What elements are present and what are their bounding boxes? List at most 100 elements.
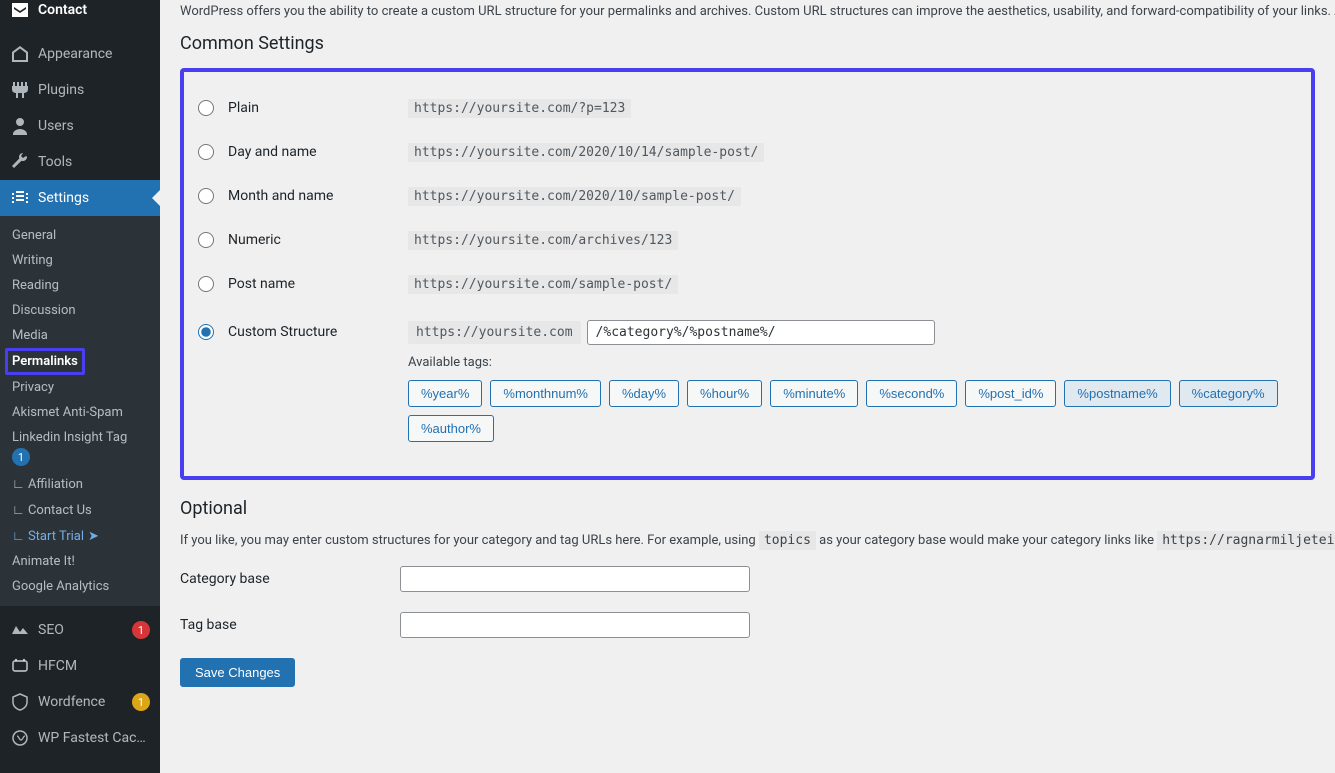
field-label: Category base (180, 571, 400, 587)
sub-item-media[interactable]: Media (0, 323, 160, 348)
radio-input[interactable] (198, 100, 214, 116)
radio-month-name[interactable]: Month and name (198, 188, 398, 204)
menu-item-plugins[interactable]: Plugins (0, 72, 160, 108)
wpfc-icon (10, 728, 30, 748)
menu-label: Appearance (38, 46, 150, 62)
radio-input[interactable] (198, 276, 214, 292)
menu-label: Wordfence (38, 694, 120, 710)
sub-item-reading[interactable]: Reading (0, 273, 160, 298)
menu-item-hfcm[interactable]: HFCM (0, 648, 160, 684)
option-label: Day and name (228, 144, 317, 160)
option-label: Custom Structure (228, 324, 337, 340)
menu-item-tools[interactable]: Tools (0, 144, 160, 180)
category-base-input[interactable] (400, 566, 750, 592)
option-row-numeric: Numeric https://yoursite.com/archives/12… (198, 218, 1297, 262)
menu-label: Contact (38, 2, 150, 18)
sub-item-writing[interactable]: Writing (0, 248, 160, 273)
send-icon: ➤ (88, 529, 99, 544)
tag-button[interactable]: %year% (408, 380, 482, 407)
sub-item-label: Affiliation (28, 477, 83, 492)
option-label: Month and name (228, 188, 333, 204)
tag-base-input[interactable] (400, 612, 750, 638)
sub-item-linkedin[interactable]: Linkedin Insight Tag 1 (0, 425, 160, 471)
contact-icon (10, 0, 30, 20)
custom-structure-input[interactable] (587, 320, 935, 345)
menu-item-settings[interactable]: Settings (0, 180, 160, 216)
tag-button[interactable]: %author% (408, 415, 494, 442)
plugins-icon (10, 80, 30, 100)
sub-item-ga[interactable]: Google Analytics (0, 574, 160, 599)
menu-item-wpfc[interactable]: WP Fastest Cache (0, 720, 160, 756)
intro-text: WordPress offers you the ability to crea… (180, 4, 1315, 19)
seo-icon (10, 620, 30, 640)
sub-item-affiliation[interactable]: ∟ Affiliation (0, 471, 160, 497)
desc-text: as your category base would make your ca… (816, 533, 1157, 548)
save-button[interactable]: Save Changes (180, 658, 295, 687)
menu-label: Users (38, 118, 150, 134)
option-label: Post name (228, 276, 295, 292)
radio-custom[interactable]: Custom Structure (198, 324, 398, 340)
tag-base-row: Tag base (180, 612, 1315, 638)
menu-item-appearance[interactable]: Appearance (0, 36, 160, 72)
tag-button[interactable]: %hour% (687, 380, 762, 407)
radio-post-name[interactable]: Post name (198, 276, 398, 292)
sub-item-label: Contact Us (28, 503, 92, 518)
sub-item-privacy[interactable]: Privacy (0, 375, 160, 400)
radio-input[interactable] (198, 144, 214, 160)
sub-item-permalinks[interactable]: Permalinks (5, 348, 85, 375)
radio-input[interactable] (198, 324, 214, 340)
tag-button[interactable]: %postname% (1064, 380, 1170, 407)
sub-item-animate[interactable]: Animate It! (0, 549, 160, 574)
url-sample: https://yoursite.com/2020/10/14/sample-p… (408, 143, 764, 162)
sub-item-start-trial[interactable]: ∟ Start Trial➤ (0, 523, 160, 549)
menu-label: Tools (38, 154, 150, 170)
menu-item-users[interactable]: Users (0, 108, 160, 144)
common-settings-panel: Plain https://yoursite.com/?p=123 Day an… (180, 68, 1315, 480)
available-tags-label: Available tags: (408, 355, 1287, 370)
category-base-row: Category base (180, 566, 1315, 592)
option-label: Numeric (228, 232, 281, 248)
field-label: Tag base (180, 617, 400, 633)
url-sample: https://yoursite.com/?p=123 (408, 99, 631, 118)
url-sample: https://yoursite.com/archives/123 (408, 231, 678, 250)
desc-code: https://ragnarmiljeteig. (1157, 531, 1335, 550)
menu-item-wordfence[interactable]: Wordfence 1 (0, 684, 160, 720)
admin-sidebar: Contact Appearance Plugins Users Tools S… (0, 0, 160, 773)
radio-plain[interactable]: Plain (198, 100, 398, 116)
menu-item-contact[interactable]: Contact (0, 0, 160, 28)
radio-day-name[interactable]: Day and name (198, 144, 398, 160)
update-badge: 1 (12, 448, 30, 466)
menu-item-seo[interactable]: SEO 1 (0, 612, 160, 648)
optional-title: Optional (180, 498, 1315, 519)
users-icon (10, 116, 30, 136)
tag-button[interactable]: %post_id% (965, 380, 1056, 407)
optional-description: If you like, you may enter custom struct… (180, 533, 1315, 548)
radio-input[interactable] (198, 232, 214, 248)
count-badge: 1 (132, 693, 150, 711)
radio-numeric[interactable]: Numeric (198, 232, 398, 248)
tag-button[interactable]: %second% (866, 380, 957, 407)
option-row-month-name: Month and name https://yoursite.com/2020… (198, 174, 1297, 218)
wordfence-icon (10, 692, 30, 712)
tag-button[interactable]: %monthnum% (490, 380, 601, 407)
menu-label: WP Fastest Cache (38, 730, 150, 746)
hfcm-icon (10, 656, 30, 676)
menu-label: Plugins (38, 82, 150, 98)
appearance-icon (10, 44, 30, 64)
sub-item-general[interactable]: General (0, 223, 160, 248)
sub-item-akismet[interactable]: Akismet Anti-Spam (0, 400, 160, 425)
option-row-custom: Custom Structure https://yoursite.com Av… (198, 306, 1297, 456)
common-settings-title: Common Settings (180, 33, 1315, 54)
desc-code: topics (759, 531, 816, 550)
sub-item-discussion[interactable]: Discussion (0, 298, 160, 323)
tag-button[interactable]: %minute% (770, 380, 858, 407)
menu-label: SEO (38, 622, 120, 638)
radio-input[interactable] (198, 188, 214, 204)
count-badge: 1 (132, 621, 150, 639)
sub-item-contact-us[interactable]: ∟ Contact Us (0, 497, 160, 523)
tag-button[interactable]: %day% (609, 380, 679, 407)
url-sample: https://yoursite.com/2020/10/sample-post… (408, 187, 741, 206)
tag-button[interactable]: %category% (1179, 380, 1278, 407)
option-row-day-name: Day and name https://yoursite.com/2020/1… (198, 130, 1297, 174)
tools-icon (10, 152, 30, 172)
